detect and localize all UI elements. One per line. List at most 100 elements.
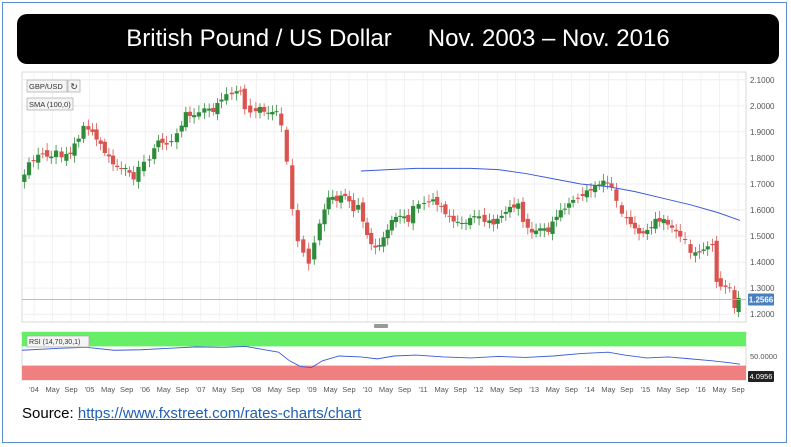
candle-body [115, 165, 120, 168]
x-tick-label: '13 [529, 385, 539, 394]
candle-body [301, 239, 306, 253]
rsi-oversold-band [22, 365, 746, 380]
price-plot-area [21, 71, 747, 323]
candle-body [365, 222, 370, 236]
x-tick-label: May [101, 385, 115, 394]
candle-body [430, 199, 436, 202]
candle-body [511, 204, 517, 208]
candle-body [279, 113, 284, 126]
price-y-tick-label: 1.8000 [750, 154, 775, 163]
candle-body [119, 168, 124, 170]
candle-body [520, 201, 526, 222]
x-tick-label: May [268, 385, 282, 394]
candle-body [207, 108, 212, 111]
candle-body [253, 108, 258, 112]
candle-body [31, 160, 36, 162]
x-tick-label: Sep [287, 385, 300, 394]
candle-body [727, 287, 732, 289]
candle-body [219, 99, 224, 102]
candle-body [389, 219, 394, 231]
rsi-line [21, 345, 741, 368]
candle-body [546, 227, 551, 232]
x-tick-label: '10 [363, 385, 373, 394]
chart-title: British Pound / US Dollar [126, 25, 392, 52]
candle-body [72, 143, 77, 156]
candle-body [571, 199, 576, 203]
candle-body [98, 140, 103, 144]
candle-body [439, 205, 444, 207]
candle-body [257, 106, 263, 113]
candle-body [674, 229, 679, 232]
x-tick-label: '07 [196, 385, 206, 394]
price-y-tick-label: 1.9000 [750, 128, 775, 137]
candle-body [393, 216, 399, 223]
chart-period: Nov. 2003 – Nov. 2016 [427, 25, 670, 52]
x-tick-label: Sep [453, 385, 466, 394]
title-banner: British Pound / US Dollar Nov. 2003 – No… [17, 14, 779, 64]
candle-body [86, 126, 91, 130]
candle-body [274, 111, 279, 113]
rsi-label-box [26, 335, 90, 348]
candle-body [156, 140, 161, 148]
price-y-tick-label: 1.6000 [750, 206, 775, 215]
candle-body [588, 189, 594, 191]
x-tick-label: May [601, 385, 615, 394]
candle-body [487, 220, 492, 224]
source-label: Source: [22, 405, 78, 422]
candle-body [653, 218, 658, 229]
candle-body [451, 215, 456, 222]
candle-body [270, 112, 275, 115]
candle-body [164, 142, 169, 145]
candle-body [482, 214, 487, 222]
x-tick-label: May [712, 385, 726, 394]
candle-body [435, 196, 440, 205]
candle-body [369, 232, 374, 245]
candle-body [234, 91, 239, 94]
candle-body [641, 231, 646, 234]
candle-body [678, 230, 683, 237]
candle-body [347, 196, 352, 202]
x-tick-label: May [490, 385, 504, 394]
candle-body [529, 228, 535, 233]
candle-body [609, 183, 614, 187]
candle-body [593, 185, 598, 193]
x-tick-label: '16 [696, 385, 706, 394]
candle-body [476, 216, 482, 219]
price-y-tick-label: 2.0000 [750, 102, 775, 111]
price-y-tick-label: 1.3000 [750, 284, 775, 293]
candle-body [525, 218, 530, 228]
x-tick-label: '04 [29, 385, 39, 394]
candle-body [649, 227, 654, 229]
candle-body [491, 218, 496, 225]
x-tick-label: Sep [342, 385, 355, 394]
rsi-overbought-band [22, 332, 746, 347]
x-tick-label: '12 [474, 385, 484, 394]
x-tick-label: '08 [251, 385, 261, 394]
candle-body [566, 203, 572, 208]
candle-body [657, 217, 662, 222]
price-y-tick-label: 1.2000 [750, 310, 775, 319]
candle-body [141, 161, 147, 172]
candle-body [266, 112, 271, 114]
candle-body [123, 167, 128, 170]
x-tick-label: '05 [85, 385, 95, 394]
candle-body [295, 210, 300, 242]
candle-body [187, 111, 193, 116]
candle-body [688, 244, 693, 253]
symbol-box [26, 79, 68, 93]
candle-body [248, 105, 253, 113]
candle-body [665, 219, 670, 225]
price-y-tick-label: 1.7000 [750, 180, 775, 189]
candle-body [605, 182, 610, 184]
candle-body [723, 285, 728, 287]
candle-body [701, 249, 706, 251]
candle-body [550, 221, 555, 234]
candle-body [402, 216, 407, 219]
sma-line [360, 167, 741, 221]
candle-body [385, 229, 390, 239]
source-link[interactable]: https://www.fxstreet.com/rates-charts/ch… [77, 405, 362, 422]
candle-body [558, 210, 563, 218]
candle-body [102, 141, 107, 153]
price-y-tick-label: 1.4000 [750, 258, 775, 267]
